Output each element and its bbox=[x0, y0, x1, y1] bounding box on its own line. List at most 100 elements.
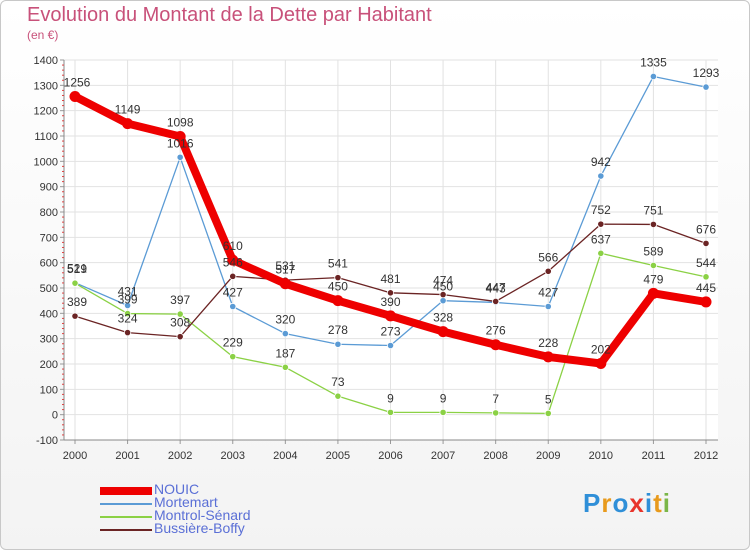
data-point bbox=[492, 297, 500, 306]
x-tick-label: 2008 bbox=[483, 450, 507, 462]
x-tick-label: 2012 bbox=[694, 450, 718, 462]
data-point bbox=[229, 272, 237, 280]
logo-letter: P bbox=[583, 488, 602, 518]
legend-label: Montrol-Sénard bbox=[154, 507, 251, 523]
data-label: 474 bbox=[433, 274, 453, 288]
data-point bbox=[702, 83, 710, 91]
y-tick-label: 1300 bbox=[34, 80, 58, 92]
data-label: 202 bbox=[591, 342, 611, 356]
x-tick-label: 2002 bbox=[168, 450, 192, 462]
x-tick-label: 2011 bbox=[642, 450, 666, 462]
data-label: 479 bbox=[643, 272, 663, 286]
logo-letter: i bbox=[662, 488, 671, 518]
x-tick-label: 2010 bbox=[589, 450, 613, 462]
data-label: 1098 bbox=[167, 116, 194, 130]
data-label: 399 bbox=[118, 293, 138, 307]
data-label: 1149 bbox=[115, 103, 141, 117]
data-point bbox=[174, 131, 186, 143]
data-label: 276 bbox=[486, 324, 506, 338]
data-point bbox=[332, 295, 344, 307]
data-point bbox=[386, 341, 395, 350]
data-label: 324 bbox=[118, 312, 138, 326]
data-point bbox=[385, 310, 396, 322]
data-label: 566 bbox=[538, 250, 558, 264]
data-point bbox=[123, 309, 132, 318]
data-label: 517 bbox=[275, 263, 295, 277]
proxiti-logo[interactable]: Proxiti bbox=[583, 488, 671, 519]
x-tick-label: 2005 bbox=[326, 450, 350, 462]
legend-swatch bbox=[100, 487, 152, 495]
data-point bbox=[597, 220, 605, 228]
legend-swatch bbox=[100, 516, 152, 518]
data-point bbox=[649, 220, 658, 229]
data-label: 187 bbox=[275, 346, 295, 360]
y-tick-label: 600 bbox=[40, 258, 58, 270]
data-label: 1016 bbox=[167, 136, 194, 150]
data-label: 637 bbox=[591, 232, 611, 246]
data-point bbox=[123, 301, 132, 310]
data-label: 9 bbox=[387, 391, 394, 405]
data-point bbox=[490, 339, 502, 351]
data-label: 610 bbox=[223, 239, 243, 253]
data-label: 229 bbox=[223, 336, 243, 350]
data-point bbox=[229, 353, 237, 361]
x-tick-label: 2009 bbox=[536, 450, 560, 462]
legend-item: Bussière-Boffy bbox=[100, 520, 400, 537]
data-label: 531 bbox=[275, 259, 295, 273]
data-label: 546 bbox=[223, 255, 243, 269]
y-tick-label: 0 bbox=[52, 410, 58, 422]
data-label: 521 bbox=[67, 262, 87, 276]
data-label: 519 bbox=[67, 262, 87, 276]
legend-item: NOUIC bbox=[100, 481, 400, 498]
logo-letter: r bbox=[601, 488, 613, 518]
x-tick-label: 2003 bbox=[221, 450, 245, 462]
data-label: 544 bbox=[696, 256, 716, 270]
data-label: 397 bbox=[170, 293, 190, 307]
legend-item: Mortemart bbox=[100, 494, 400, 511]
data-label: 447 bbox=[486, 280, 506, 294]
data-point bbox=[649, 72, 658, 81]
data-label: 752 bbox=[591, 203, 611, 217]
data-point bbox=[439, 297, 447, 305]
data-label: 481 bbox=[380, 272, 400, 286]
data-label: 1256 bbox=[64, 75, 91, 89]
data-point bbox=[647, 287, 659, 299]
logo-letter: x bbox=[629, 488, 645, 518]
logo-letter: o bbox=[612, 488, 630, 518]
data-label: 942 bbox=[591, 155, 611, 169]
y-tick-label: 500 bbox=[40, 283, 58, 295]
y-tick-label: 400 bbox=[40, 308, 58, 320]
data-label: 450 bbox=[433, 280, 453, 294]
data-label: 427 bbox=[538, 285, 558, 299]
y-tick-label: 200 bbox=[40, 359, 58, 371]
data-point bbox=[439, 290, 447, 299]
data-label: 9 bbox=[440, 391, 447, 405]
data-point bbox=[176, 310, 184, 318]
data-point bbox=[123, 328, 132, 337]
data-label: 328 bbox=[433, 311, 453, 325]
y-tick-label: -100 bbox=[36, 435, 58, 447]
data-point bbox=[334, 392, 342, 400]
legend-label: NOUIC bbox=[154, 481, 200, 497]
data-point bbox=[71, 279, 79, 287]
data-label: 273 bbox=[380, 325, 400, 339]
data-point bbox=[229, 302, 237, 311]
chart-title: Evolution du Montant de la Dette par Hab… bbox=[27, 4, 432, 26]
data-point bbox=[176, 153, 184, 161]
logo-letter: i bbox=[644, 488, 654, 518]
data-point bbox=[279, 278, 291, 290]
data-point bbox=[544, 302, 552, 311]
data-label: 443 bbox=[486, 281, 506, 295]
data-point bbox=[702, 273, 710, 281]
data-point bbox=[542, 351, 554, 363]
y-tick-label: 1000 bbox=[34, 156, 58, 168]
y-tick-label: 300 bbox=[40, 334, 58, 346]
legend-label: Bussière-Boffy bbox=[154, 520, 245, 536]
y-tick-label: 1400 bbox=[34, 55, 58, 67]
y-tick-label: 900 bbox=[40, 182, 58, 194]
y-tick-label: 700 bbox=[40, 232, 58, 244]
x-tick-label: 2006 bbox=[378, 450, 402, 462]
legend-swatch bbox=[100, 503, 152, 505]
logo-letter: t bbox=[653, 488, 663, 518]
